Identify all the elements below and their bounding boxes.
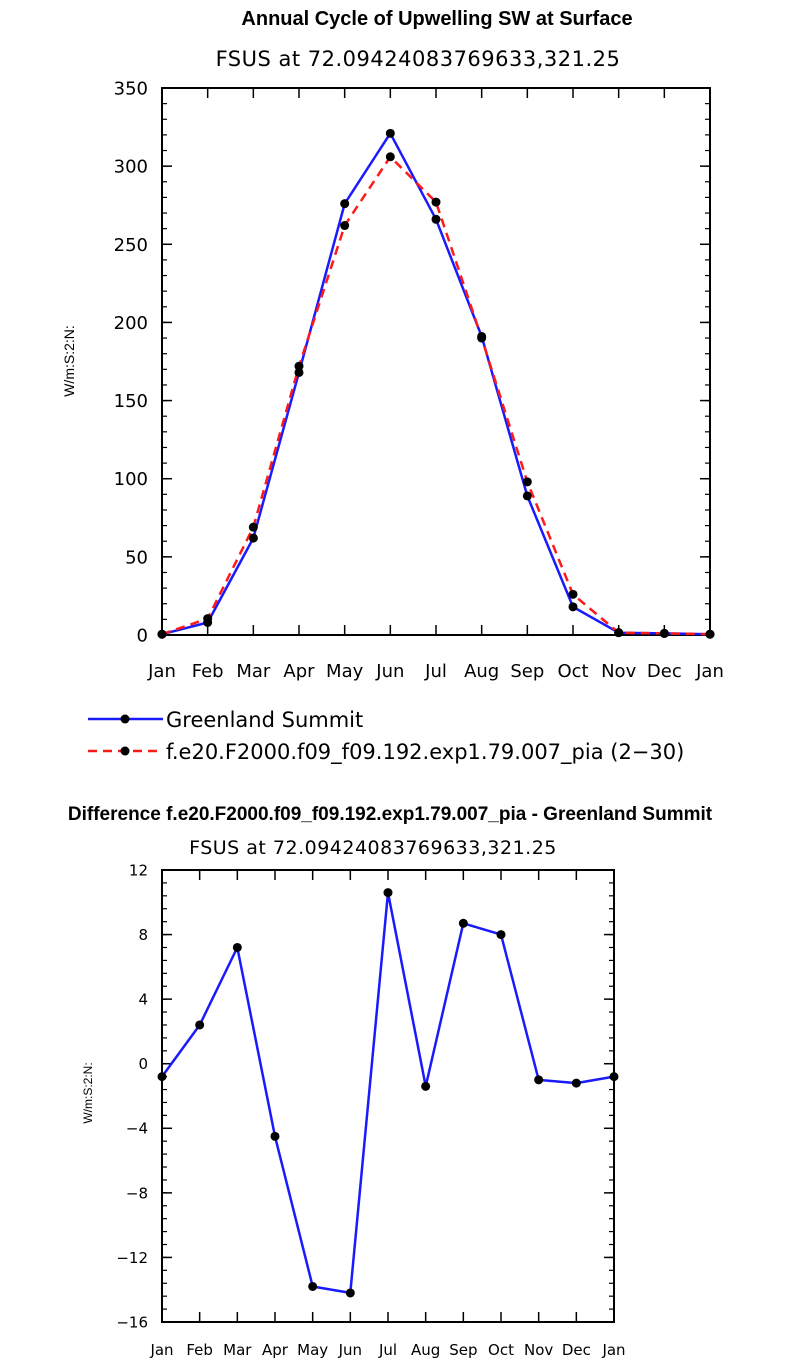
top-series-line-1 (161, 155, 711, 636)
top-series-1-point (522, 477, 532, 487)
top-y-tick-label: 300 (114, 157, 148, 178)
top-y-tick-label: 50 (125, 547, 148, 568)
top-chart-subtitle: FSUS at 72.09424083769633,321.25 (216, 47, 621, 71)
bottom-chart-plot: −16 −12 −8 −4 0 4 8 12 Jan Feb Mar Apr May Jun Jul Aug S… (116, 861, 625, 1359)
top-series-0-point (568, 602, 578, 612)
top-series-0-point (431, 214, 441, 224)
top-chart-plot: 0 50 100 150 200 250 300 350 Jan Feb Mar Apr May Jun J… (114, 78, 724, 682)
bottom-y-tick-label: −4 (126, 1120, 148, 1138)
legend-marker-obs (120, 714, 130, 724)
bottom-series-0-point (571, 1078, 581, 1088)
bottom-y-tick-label: 12 (129, 861, 148, 879)
top-series-1-point (385, 152, 395, 162)
top-x-tick-label: May (326, 661, 364, 682)
top-series-0-point (294, 367, 304, 377)
top-series-1-point (705, 629, 715, 639)
top-series-0-point (340, 199, 350, 209)
bottom-series-0-point (534, 1075, 544, 1085)
top-x-tick-label: Jan (695, 661, 724, 682)
bottom-y-tick-label: −8 (126, 1184, 148, 1202)
bottom-y-tick-label: −16 (116, 1313, 148, 1331)
bottom-x-tick-label: Jun (338, 1341, 362, 1359)
bottom-chart-subtitle: FSUS at 72.09424083769633,321.25 (189, 837, 557, 859)
legend-marker-model (120, 746, 130, 756)
top-series-1-point (431, 197, 441, 207)
bottom-x-tick-label: Jul (378, 1341, 397, 1359)
bottom-y-tick-label: −12 (116, 1249, 148, 1267)
bottom-series-0-point (609, 1072, 619, 1082)
bottom-series-0-point (421, 1081, 431, 1091)
top-chart-title: Annual Cycle of Upwelling SW at Surface (241, 8, 632, 30)
top-series-0-point (522, 491, 532, 501)
top-series-line-0 (161, 132, 711, 636)
top-x-tick-label: Sep (510, 661, 544, 682)
top-y-tick-label: 100 (114, 469, 148, 490)
bottom-y-tick-label: 4 (138, 991, 148, 1009)
bottom-x-tick-label: Mar (223, 1341, 252, 1359)
bottom-x-tick-label: Sep (449, 1341, 477, 1359)
bottom-series-0-point (345, 1288, 355, 1298)
legend-label-model: f.e20.F2000.f09_f09.192.exp1.79.007_pia … (166, 740, 684, 765)
legend: Greenland Summit f.e20.F2000.f09_f09.192… (88, 708, 684, 765)
top-series-1-point (294, 361, 304, 371)
top-x-tick-label: Dec (647, 661, 682, 682)
top-series-1-point (477, 333, 487, 343)
bottom-series-0-point (232, 942, 242, 952)
top-series-1-point (340, 221, 350, 231)
top-y-tick-label: 200 (114, 313, 148, 334)
bottom-chart-ylabel: W/m:S:2:N: (81, 1062, 95, 1123)
bottom-x-tick-label: Dec (562, 1341, 591, 1359)
bottom-chart-frame (161, 869, 615, 1323)
bottom-x-tick-label: Feb (186, 1341, 213, 1359)
top-x-tick-label: Oct (557, 661, 588, 682)
top-series-1-point (248, 522, 258, 532)
bottom-x-tick-label: May (297, 1341, 328, 1359)
top-y-tick-label: 350 (114, 78, 148, 99)
bottom-series-0-point (308, 1281, 318, 1291)
bottom-y-tick-label: 8 (138, 926, 148, 944)
top-x-tick-label: Apr (283, 661, 315, 682)
top-x-tick-label: Nov (601, 661, 636, 682)
top-series-0-point (385, 128, 395, 138)
top-y-tick-label: 0 (137, 625, 148, 646)
bottom-series-0-point (157, 1072, 167, 1082)
bottom-x-tick-label: Jan (601, 1341, 625, 1359)
top-series-1-point (203, 614, 213, 624)
bottom-series-0-point (383, 888, 393, 898)
top-x-tick-label: Jun (375, 661, 404, 682)
bottom-series-0-point (270, 1131, 280, 1141)
bottom-x-tick-label: Jan (149, 1341, 173, 1359)
bottom-x-tick-label: Aug (411, 1341, 440, 1359)
bottom-series-0-point (195, 1020, 205, 1030)
top-x-tick-label: Jul (424, 661, 447, 682)
top-series-1-point (614, 628, 624, 638)
top-series-0-point (248, 533, 258, 543)
top-y-tick-label: 250 (114, 235, 148, 256)
legend-label-obs: Greenland Summit (166, 708, 363, 732)
bottom-x-tick-label: Nov (524, 1341, 553, 1359)
top-x-tick-label: Jan (147, 661, 176, 682)
bottom-series-line-0 (160, 891, 615, 1295)
bottom-series-0-point (458, 918, 468, 928)
bottom-chart-title: Difference f.e20.F2000.f09_f09.192.exp1.… (68, 804, 713, 825)
bottom-x-tick-label: Oct (488, 1341, 514, 1359)
top-series-1-point (659, 628, 669, 638)
top-x-tick-label: Mar (236, 661, 271, 682)
top-chart-ylabel: W/m:S:2:N: (61, 325, 77, 397)
top-y-tick-label: 150 (114, 391, 148, 412)
bottom-series-0-point (496, 930, 506, 940)
top-series-1-point (568, 589, 578, 599)
top-x-tick-label: Feb (192, 661, 224, 682)
top-series-1-point (157, 629, 167, 639)
bottom-y-tick-label: 0 (138, 1055, 148, 1073)
bottom-x-tick-label: Apr (262, 1341, 289, 1359)
top-x-tick-label: Aug (464, 661, 499, 682)
